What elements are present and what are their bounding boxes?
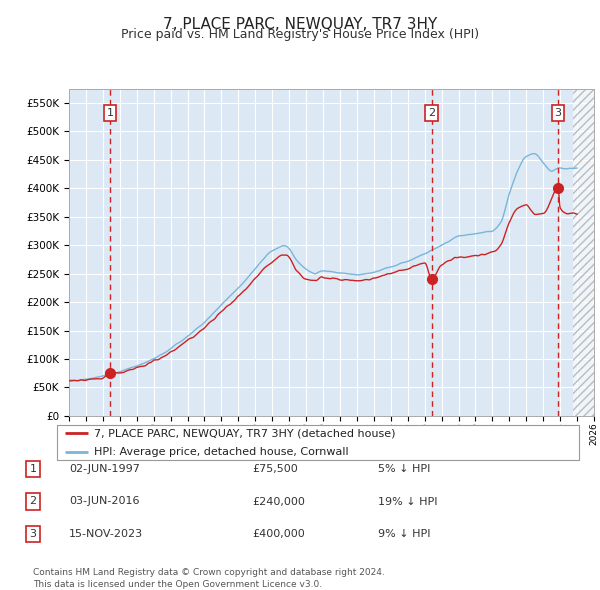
Text: 1: 1 <box>29 464 37 474</box>
Text: 2: 2 <box>29 497 37 506</box>
Text: 03-JUN-2016: 03-JUN-2016 <box>69 497 139 506</box>
Text: 15-NOV-2023: 15-NOV-2023 <box>69 529 143 539</box>
Text: Contains HM Land Registry data © Crown copyright and database right 2024.
This d: Contains HM Land Registry data © Crown c… <box>33 568 385 589</box>
Text: £240,000: £240,000 <box>252 497 305 506</box>
Text: 19% ↓ HPI: 19% ↓ HPI <box>378 497 437 506</box>
FancyBboxPatch shape <box>56 425 580 460</box>
Text: 7, PLACE PARC, NEWQUAY, TR7 3HY (detached house): 7, PLACE PARC, NEWQUAY, TR7 3HY (detache… <box>94 428 395 438</box>
Text: 2: 2 <box>428 108 436 118</box>
Text: 9% ↓ HPI: 9% ↓ HPI <box>378 529 431 539</box>
Text: 3: 3 <box>29 529 37 539</box>
Text: 1: 1 <box>106 108 113 118</box>
Text: £400,000: £400,000 <box>252 529 305 539</box>
Text: HPI: Average price, detached house, Cornwall: HPI: Average price, detached house, Corn… <box>94 447 348 457</box>
Text: Price paid vs. HM Land Registry's House Price Index (HPI): Price paid vs. HM Land Registry's House … <box>121 28 479 41</box>
Text: 02-JUN-1997: 02-JUN-1997 <box>69 464 140 474</box>
Text: 7, PLACE PARC, NEWQUAY, TR7 3HY: 7, PLACE PARC, NEWQUAY, TR7 3HY <box>163 17 437 31</box>
Text: 3: 3 <box>554 108 562 118</box>
Text: 5% ↓ HPI: 5% ↓ HPI <box>378 464 430 474</box>
Text: £75,500: £75,500 <box>252 464 298 474</box>
